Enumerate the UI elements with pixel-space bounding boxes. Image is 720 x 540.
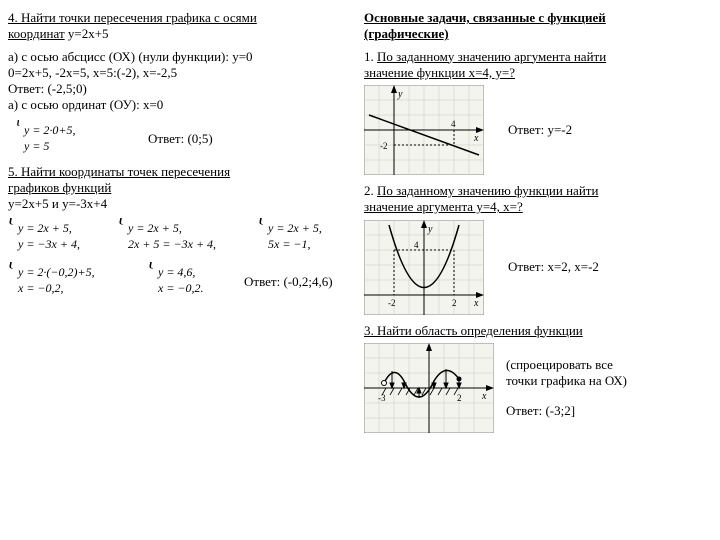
task4-line-b: 0=2x+5, -2x=5, x=5:(-2), x=-2,5 bbox=[8, 65, 352, 81]
task4-line-c: Ответ: (-2,5;0) bbox=[8, 81, 352, 97]
r-task1-title: По заданному значению аргумента найти bbox=[377, 49, 606, 64]
task5-title: 5. Найти координаты точек пересечения bbox=[8, 164, 230, 179]
task4-title-b: координат bbox=[8, 26, 65, 41]
task5-eq: y=2x+5 и y=-3x+4 bbox=[8, 196, 107, 211]
r-task1-num: 1. bbox=[364, 49, 377, 64]
r-task2-cont: значение аргумента y=4, x=? bbox=[364, 199, 523, 214]
answer-r1: Ответ: y=-2 bbox=[508, 122, 572, 138]
svg-text:-3: -3 bbox=[378, 393, 386, 403]
svg-text:y = 2x + 5,: y = 2x + 5, bbox=[17, 221, 72, 235]
svg-text:y = −3x + 4,: y = −3x + 4, bbox=[17, 237, 80, 251]
svg-text:y = 2x + 5,: y = 2x + 5, bbox=[127, 221, 182, 235]
graph-2: y x 4 -2 2 bbox=[364, 220, 484, 315]
svg-text:y = 2·(−0,2)+5,: y = 2·(−0,2)+5, bbox=[17, 265, 95, 279]
r-task2-num: 2. bbox=[364, 183, 377, 198]
svg-text:4: 4 bbox=[414, 240, 419, 250]
svg-text:{: { bbox=[8, 218, 16, 227]
task4-line-d: а) с осью ординат (ОУ): x=0 bbox=[8, 97, 352, 113]
svg-text:x: x bbox=[473, 133, 479, 144]
svg-text:y: y bbox=[427, 224, 433, 235]
svg-text:{: { bbox=[148, 262, 156, 271]
graph-3: -3 2 x bbox=[364, 343, 494, 433]
svg-text:y: y bbox=[397, 89, 403, 100]
task4-title: 4. Найти точки пересечения графика с ося… bbox=[8, 10, 257, 25]
r-task3-line-b: (спроецировать все bbox=[506, 357, 627, 373]
svg-text:2: 2 bbox=[457, 393, 462, 403]
task4-line-a: а) с осью абсцисс (ОХ) (нули функции): y… bbox=[8, 49, 352, 65]
r-task1-cont: значение функции x=4, y=? bbox=[364, 65, 515, 80]
svg-text:5x = −1,: 5x = −1, bbox=[268, 237, 311, 251]
svg-text:x = −0,2,: x = −0,2, bbox=[17, 281, 64, 295]
svg-text:y = 2x + 5,: y = 2x + 5, bbox=[267, 221, 322, 235]
answer-r3: Ответ: (-3;2] bbox=[506, 403, 627, 419]
systems-row-2: { y = 2·(−0,2)+5, x = −0,2, { y = 4,6, x… bbox=[8, 262, 238, 302]
svg-text:-2: -2 bbox=[380, 141, 388, 151]
svg-text:{: { bbox=[8, 262, 16, 271]
formula-block-1: { y = 2·0+5, y = 5 bbox=[8, 120, 118, 158]
svg-text:2: 2 bbox=[452, 298, 457, 308]
svg-text:x: x bbox=[481, 391, 487, 402]
answer-r2: Ответ: x=2, x=-2 bbox=[508, 259, 599, 275]
svg-text:y = 4,6,: y = 4,6, bbox=[157, 265, 195, 279]
task4-eq: y=2x+5 bbox=[65, 26, 109, 41]
svg-text:{: { bbox=[118, 218, 126, 227]
answer-5: Ответ: (-0,2;4,6) bbox=[244, 274, 333, 290]
r-task3-title: 3. Найти область определения функции bbox=[364, 323, 583, 338]
formula1b: y = 5 bbox=[23, 139, 49, 153]
svg-text:2x + 5 = −3x + 4,: 2x + 5 = −3x + 4, bbox=[128, 237, 216, 251]
svg-text:-2: -2 bbox=[388, 298, 396, 308]
r-task2-title: По заданному значению функции найти bbox=[377, 183, 598, 198]
r-task3-line-c: точки графика на ОХ) bbox=[506, 373, 627, 389]
answer-4: Ответ: (0;5) bbox=[148, 131, 213, 147]
right-header-2: (графические) bbox=[364, 26, 449, 41]
svg-text:{: { bbox=[258, 218, 266, 227]
right-header-1: Основные задачи, связанные с функцией bbox=[364, 10, 606, 25]
svg-text:4: 4 bbox=[451, 119, 456, 129]
svg-text:{: { bbox=[16, 120, 23, 128]
task5-title-b: графиков функций bbox=[8, 180, 111, 195]
systems-row-1: { y = 2x + 5, y = −3x + 4, { y = 2x + 5,… bbox=[8, 218, 352, 258]
formula1a: y = 2·0+5, bbox=[23, 123, 76, 137]
svg-text:x: x bbox=[473, 298, 479, 309]
svg-text:x = −0,2.: x = −0,2. bbox=[157, 281, 204, 295]
graph-1: y x 4 -2 bbox=[364, 85, 484, 175]
